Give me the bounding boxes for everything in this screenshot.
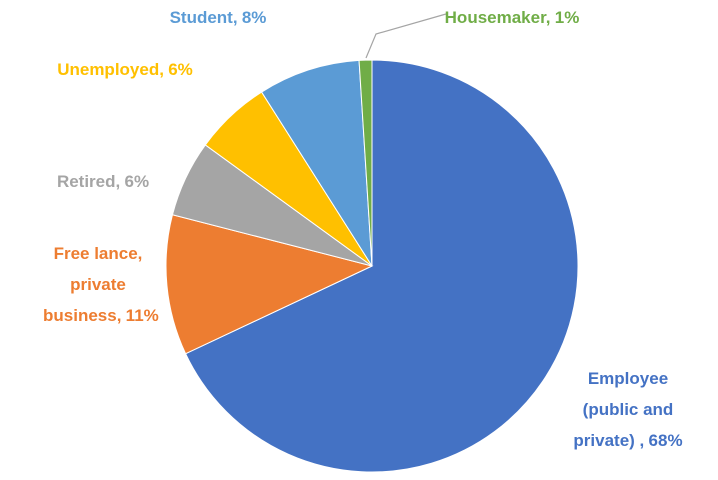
value-label: 68% bbox=[648, 431, 683, 450]
data-label: Student, 8% bbox=[118, 2, 318, 33]
value-label: 8% bbox=[241, 8, 267, 27]
data-label: Retired, 6% bbox=[3, 166, 203, 197]
slice bbox=[260, 59, 373, 267]
data-label: Free lance, private business, 11% bbox=[43, 238, 159, 331]
data-label: Unemployed, 6% bbox=[55, 54, 195, 85]
category-label: Employee (public and private) , bbox=[573, 369, 674, 450]
category-label: Student, bbox=[169, 8, 238, 27]
category-label: Retired, bbox=[56, 172, 121, 191]
slice bbox=[165, 214, 374, 355]
value-label: 1% bbox=[554, 8, 580, 27]
value-label: 6% bbox=[168, 60, 193, 79]
slice bbox=[184, 59, 579, 473]
data-label: Housemaker, 1% bbox=[442, 2, 582, 33]
value-label: 11% bbox=[125, 306, 159, 325]
category-label: Free lance, private business, bbox=[43, 244, 143, 325]
slice bbox=[358, 59, 373, 267]
leader-line bbox=[365, 13, 447, 59]
category-label: Unemployed, bbox=[57, 60, 164, 79]
category-label: Housemaker, bbox=[444, 8, 551, 27]
data-label: Employee (public and private) , 68% bbox=[566, 363, 691, 456]
value-label: 6% bbox=[124, 172, 150, 191]
